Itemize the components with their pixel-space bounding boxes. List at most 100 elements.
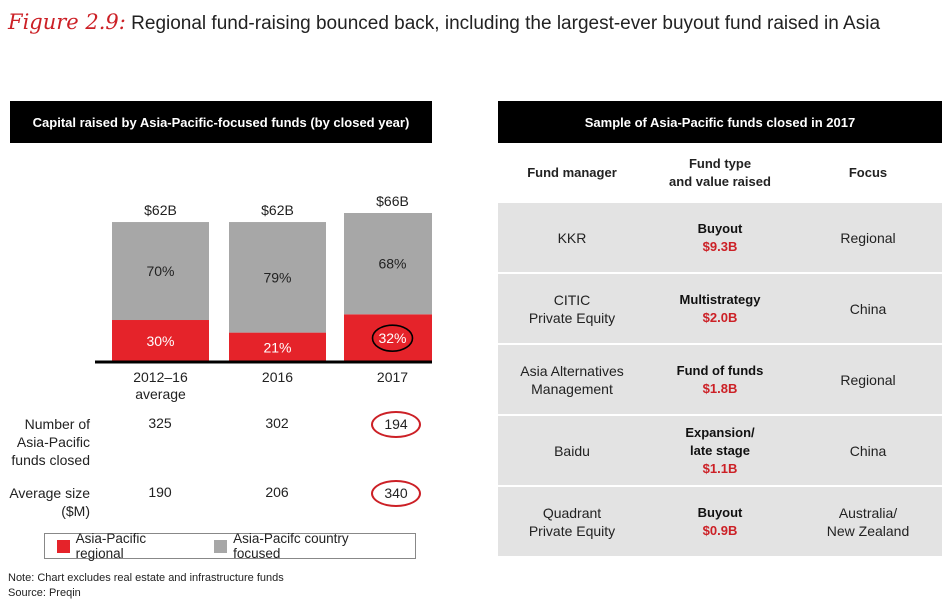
bar-country-1	[229, 222, 326, 333]
cell-manager-line: Private Equity	[528, 309, 616, 326]
cell-focus-line: China	[849, 442, 887, 459]
cell-focus: Australia/New Zealand	[794, 504, 942, 540]
cell-manager: CITIC Private Equity	[498, 291, 646, 327]
chart-legend: Asia-Pacific regional Asia-Pacifc countr…	[44, 531, 416, 561]
stat-label-line: Average size	[9, 485, 90, 501]
column-header-0: Fund manager	[498, 164, 646, 182]
stat-value-1-1: 206	[265, 484, 289, 500]
bar-country-2	[344, 213, 432, 315]
cell-value-raised: $2.0B	[702, 309, 738, 325]
cell-manager-line: CITIC	[553, 291, 591, 308]
legend-swatch-country	[214, 539, 228, 553]
legend-item-country: Asia-Pacifc country focused	[214, 531, 395, 561]
total-label-0: $62B	[144, 202, 177, 218]
cell-focus-line: Regional	[840, 371, 896, 388]
cell-fund-type: Fund of funds $1.8B	[646, 362, 794, 398]
column-header-2: Focus	[794, 164, 942, 182]
stat-label-line: funds closed	[11, 452, 90, 468]
data-label-regional-0: 30%	[146, 333, 174, 349]
cell-focus: Regional	[794, 229, 942, 247]
cell-value-raised: $1.8B	[702, 380, 738, 396]
stat-value-0-2: 194	[371, 411, 421, 438]
cell-manager: KKR	[498, 229, 646, 247]
cell-fund-type: Expansion/late stage $1.1B	[646, 424, 794, 478]
cell-fund-type-line: late stage	[690, 442, 750, 458]
table-row: CITIC Private Equity Multistrategy $2.0B Chi…	[498, 273, 942, 344]
cell-fund-type-line: Buyout	[697, 504, 743, 520]
column-header-1: Fund type and value raised	[646, 155, 794, 191]
cell-focus-line: New Zealand	[826, 522, 910, 539]
table-row: KKR Buyout $9.3B Regional	[498, 202, 942, 273]
data-label-country-2: 68%	[378, 256, 406, 272]
bar-regional-1	[229, 332, 326, 362]
cell-focus-line: China	[849, 300, 887, 317]
data-label-country-0: 70%	[146, 263, 174, 279]
legend-label-country: Asia-Pacifc country focused	[233, 531, 349, 561]
cell-manager-line: Private Equity	[528, 522, 616, 539]
cell-focus: China	[794, 442, 942, 460]
bar-regional-0	[112, 320, 209, 362]
column-header-0-line: Fund manager	[527, 164, 617, 180]
highlight-circle	[371, 324, 414, 352]
legend-label-regional: Asia-Pacific regional	[75, 531, 147, 561]
bar-country-0	[112, 222, 209, 321]
chart-notes: Note: Chart excludes real estate and inf…	[8, 571, 284, 601]
left-panel-header: Capital raised by Asia-Pacific-focused f…	[10, 101, 432, 143]
column-header-1-line: and value raised	[669, 173, 771, 189]
x-tick-label-2-0: 2017	[377, 369, 408, 385]
cell-value-raised: $9.3B	[702, 238, 738, 254]
cell-manager-line: Management	[531, 380, 613, 397]
data-label-regional-2: 32%	[378, 330, 406, 346]
table-row: Baidu Expansion/late stage $1.1B China	[498, 415, 942, 486]
stat-label-1: Average size ($M)	[0, 484, 90, 520]
x-tick-label-1-0: 2016	[262, 369, 293, 385]
cell-fund-type: Buyout $9.3B	[646, 220, 794, 256]
stat-value-0-1: 302	[265, 415, 289, 431]
table-header-row: Fund manager Fund type and value raised Foc…	[498, 143, 942, 202]
column-header-2-line: Focus	[848, 164, 888, 180]
stat-label-line: Number of	[24, 416, 90, 432]
stat-value-1-2: 340	[371, 480, 421, 507]
figure-number: Figure 2.9:	[8, 10, 126, 34]
figure-title-text: Regional fund-raising bounced back, incl…	[131, 13, 881, 34]
stat-label-line: Asia-Pacific	[16, 434, 90, 450]
funds-table: Fund manager Fund type and value raised Foc…	[498, 143, 942, 557]
table-row: Asia Alternatives Management Fund of funds…	[498, 344, 942, 415]
cell-focus: Regional	[794, 371, 942, 389]
column-header-1-line: Fund type	[688, 155, 752, 171]
cell-manager: Asia Alternatives Management	[498, 362, 646, 398]
cell-manager-line: Asia Alternatives	[520, 362, 624, 379]
cell-manager: Quadrant Private Equity	[498, 504, 646, 540]
cell-value-raised: $1.1B	[702, 460, 738, 476]
legend-swatch-regional	[57, 539, 70, 553]
x-tick-label-0-0: 2012–16	[133, 369, 188, 385]
cell-manager-line: Quadrant	[542, 504, 602, 521]
bar-regional-2	[344, 314, 432, 362]
stat-label-line: ($M)	[61, 503, 90, 519]
total-label-2: $66B	[376, 193, 409, 209]
cell-manager: Baidu	[498, 442, 646, 460]
stat-label-0: Number of Asia-Pacific funds closed	[0, 415, 90, 469]
cell-fund-type: Multistrategy $2.0B	[646, 291, 794, 327]
cell-focus-line: Australia/	[838, 504, 898, 521]
cell-fund-type-line: Buyout	[697, 220, 743, 236]
total-label-1: $62B	[261, 202, 294, 218]
x-tick-label-0-1: average	[135, 386, 186, 402]
cell-fund-type-line: Fund of funds	[676, 362, 764, 378]
legend-item-regional: Asia-Pacific regional	[57, 531, 194, 561]
cell-value-raised: $0.9B	[702, 522, 738, 538]
cell-focus-line: Regional	[840, 229, 896, 246]
data-label-country-1: 79%	[263, 269, 291, 285]
stat-value-1-0: 190	[148, 484, 172, 500]
cell-focus: China	[794, 300, 942, 318]
right-panel-header: Sample of Asia-Pacific funds closed in 2…	[498, 101, 942, 143]
note-text: Note: Chart excludes real estate and inf…	[8, 572, 284, 584]
stat-value-0-0: 325	[148, 415, 172, 431]
cell-fund-type-line: Multistrategy	[679, 291, 761, 307]
source-text: Source: Preqin	[8, 587, 81, 599]
cell-fund-type: Buyout $0.9B	[646, 504, 794, 540]
cell-fund-type-line: Expansion/	[685, 424, 755, 440]
table-row: Quadrant Private Equity Buyout $0.9B Austral…	[498, 486, 942, 557]
cell-manager-line: KKR	[557, 229, 587, 246]
